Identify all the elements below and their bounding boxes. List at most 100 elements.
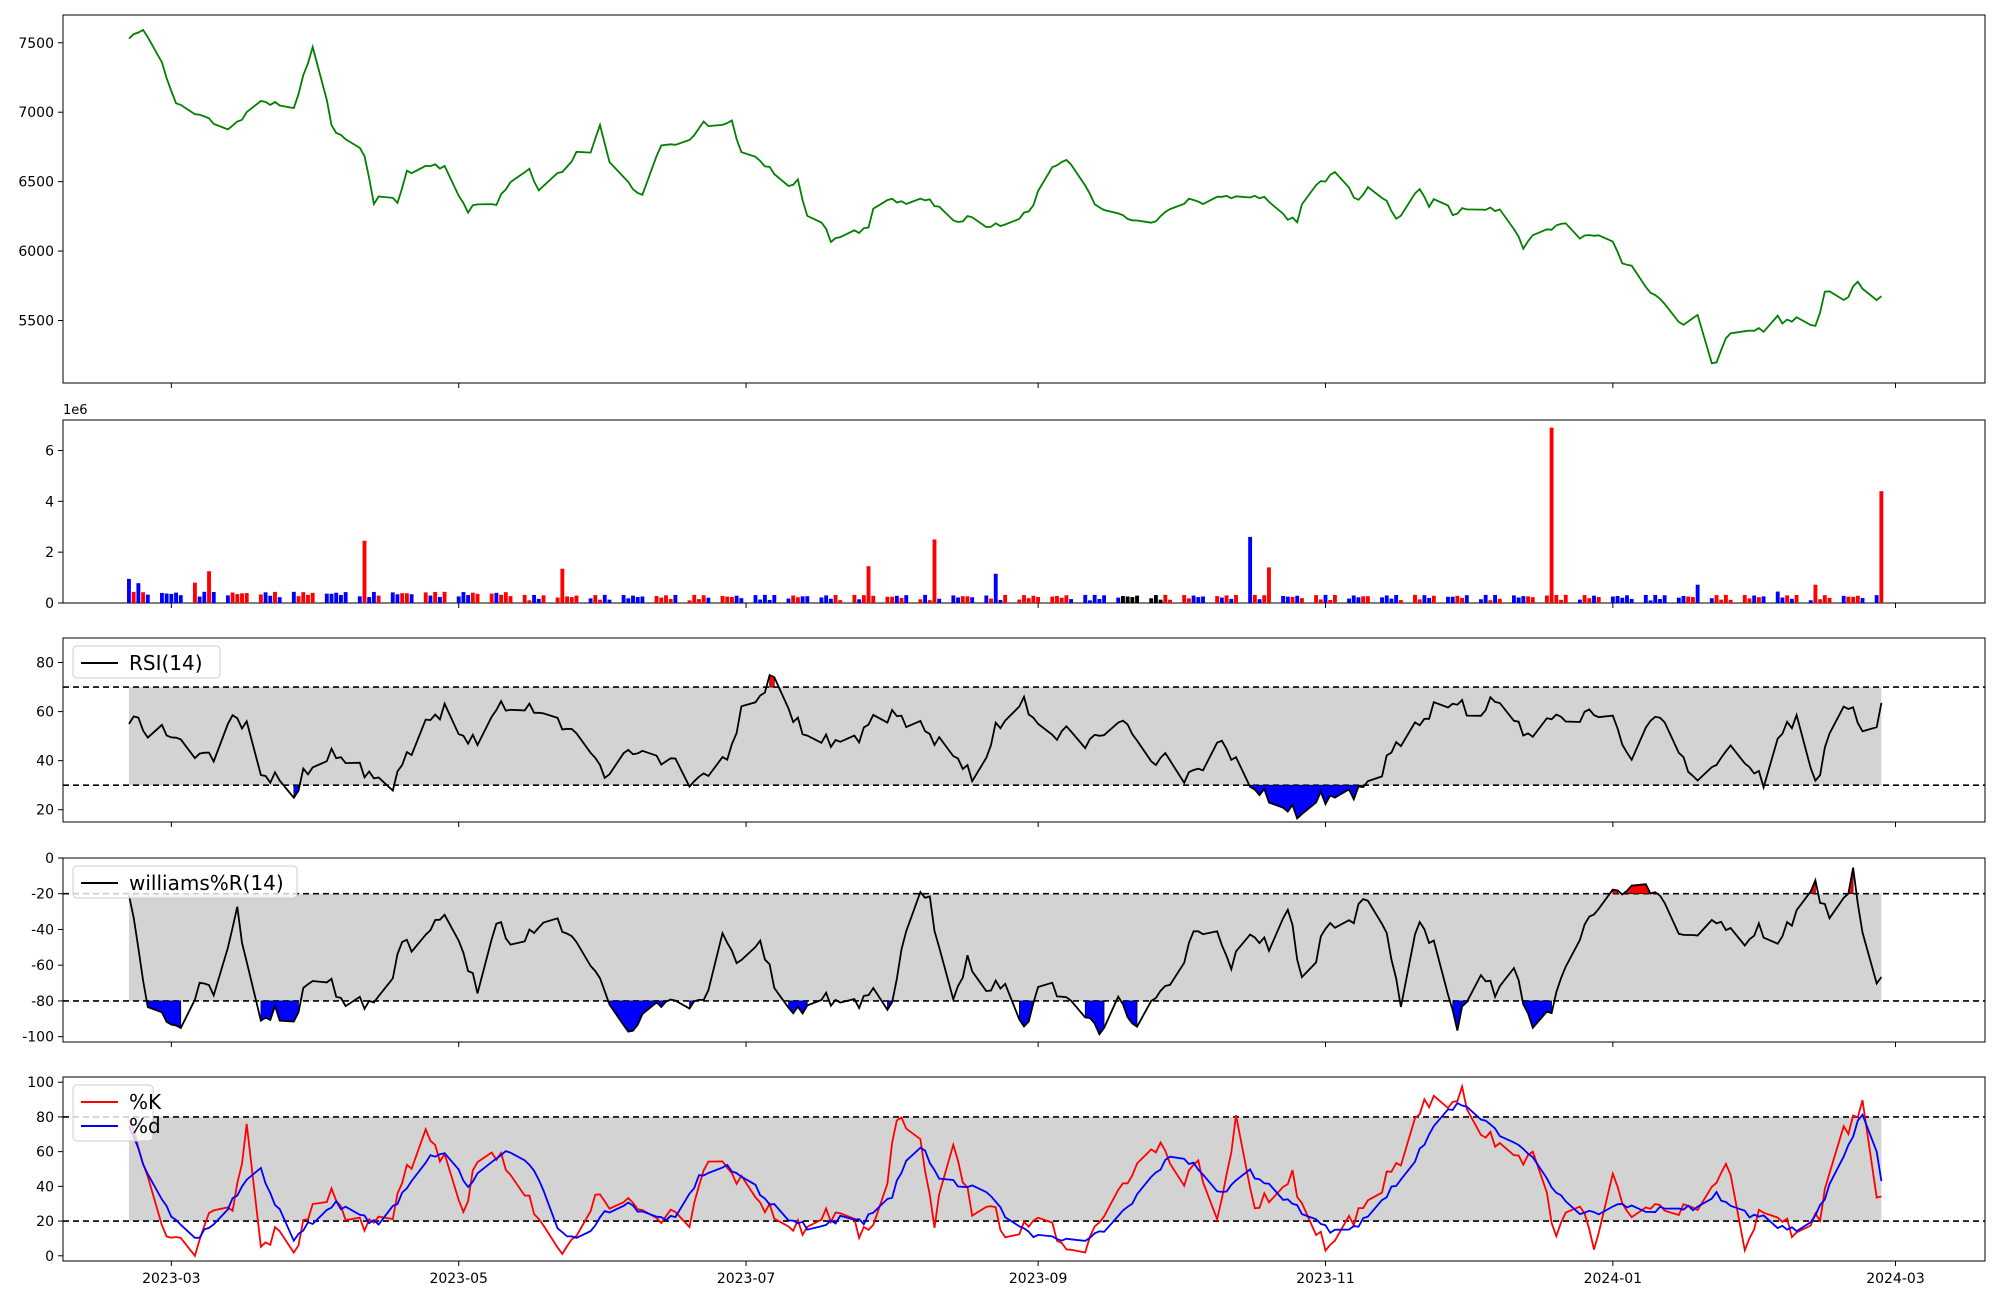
- volume-ytick-label: 4: [45, 494, 54, 510]
- williams-line: [128, 867, 1883, 1036]
- volume-bar: [1879, 491, 1884, 603]
- volume-bar: [861, 595, 866, 603]
- volume-bar: [786, 598, 791, 603]
- volume-bar: [1841, 595, 1846, 603]
- volume-bar: [230, 592, 235, 603]
- volume-bar: [1097, 598, 1102, 603]
- volume-bar: [1088, 600, 1092, 603]
- volume-bar: [499, 594, 504, 603]
- volume-bar: [1234, 594, 1238, 603]
- volume-bar: [1257, 599, 1262, 603]
- volume-bar: [240, 593, 244, 603]
- volume-bar: [885, 596, 890, 603]
- volume-bar: [857, 599, 862, 603]
- volume-bar: [1488, 600, 1493, 603]
- rsi-line: [128, 673, 1883, 820]
- volume-bar: [400, 593, 405, 603]
- volume-offset-label: 1e6: [63, 403, 88, 418]
- volume-bar: [1196, 597, 1201, 603]
- volume-bar: [1158, 599, 1163, 603]
- volume-bar: [1691, 597, 1695, 603]
- volume-bar: [1719, 599, 1724, 603]
- volume-bar: [404, 593, 409, 603]
- volume-bar: [1394, 594, 1399, 603]
- volume-bar: [343, 592, 348, 603]
- volume-bar: [989, 598, 993, 603]
- volume-bar: [1563, 594, 1568, 603]
- volume-bar: [607, 599, 612, 603]
- volume-bar: [1182, 595, 1187, 603]
- volume-bar: [1794, 594, 1799, 603]
- volume-bar: [1022, 595, 1026, 603]
- volume-bar: [1483, 594, 1488, 603]
- volume-bar: [833, 594, 838, 603]
- volume-bar: [1163, 594, 1168, 603]
- stoch-ytick-label: 20: [36, 1214, 54, 1230]
- volume-bar: [1323, 594, 1328, 603]
- volume-bar: [1728, 599, 1733, 603]
- volume-bar: [1191, 595, 1196, 603]
- volume-bar: [508, 596, 513, 603]
- volume-bar: [141, 592, 146, 603]
- volume-bar: [998, 599, 1003, 603]
- volume-bar: [560, 568, 565, 603]
- volume-bar: [1780, 597, 1785, 603]
- volume-bar: [1695, 584, 1700, 603]
- stoch-k-line: [128, 1082, 1882, 1258]
- rsi-ytick-label: 40: [36, 754, 54, 770]
- volume-bar: [1168, 599, 1172, 603]
- volume-bar: [207, 571, 211, 603]
- stoch-ytick-label: 80: [36, 1110, 54, 1126]
- volume-bar: [1662, 595, 1667, 603]
- williams-ytick-label: -60: [31, 958, 54, 974]
- volume-bar: [1083, 594, 1088, 603]
- volume-bar: [1455, 595, 1460, 603]
- volume-bar: [1186, 598, 1191, 603]
- volume-bar: [1285, 596, 1290, 603]
- volume-bar: [1723, 594, 1728, 603]
- volume-bar: [1742, 595, 1747, 603]
- volume-bar: [767, 599, 772, 603]
- volume-bar: [192, 582, 197, 603]
- volume-bar: [1026, 598, 1031, 603]
- volume-bar: [1318, 599, 1323, 603]
- volume-bar: [489, 593, 494, 603]
- volume-bar: [960, 596, 965, 603]
- volume-bar: [1295, 595, 1300, 603]
- volume-bar: [169, 593, 174, 603]
- volume-bar: [1530, 597, 1535, 603]
- volume-bar: [758, 599, 763, 603]
- volume-ytick-label: 0: [45, 596, 54, 612]
- volume-bar: [1389, 598, 1394, 603]
- volume-bar: [701, 595, 706, 603]
- volume-bar: [1120, 596, 1125, 603]
- volume-bar: [1398, 600, 1403, 603]
- volume-bar: [729, 596, 734, 603]
- volume-bar: [244, 593, 249, 603]
- volume-bar: [1116, 597, 1121, 603]
- volume-bar: [131, 591, 136, 603]
- volume-bar: [541, 595, 546, 603]
- volume-bar: [268, 595, 273, 603]
- volume-frame: [62, 419, 1986, 604]
- volume-bar: [1153, 595, 1158, 603]
- volume-bar: [635, 597, 640, 603]
- volume-bar: [362, 540, 367, 603]
- stoch-ytick-label: 0: [45, 1249, 54, 1265]
- williams-frame: [62, 857, 1986, 1043]
- volume-bar: [1102, 595, 1107, 603]
- volume-bar: [174, 592, 178, 603]
- williams-ytick-label: -80: [31, 994, 54, 1010]
- volume-bar: [1860, 598, 1865, 603]
- volume-bar: [866, 566, 871, 603]
- volume-bar: [918, 599, 923, 603]
- volume-bar: [673, 594, 678, 603]
- williams-ytick-label: -20: [31, 887, 54, 903]
- volume-bar: [409, 594, 414, 603]
- volume-bar: [1215, 596, 1220, 603]
- volume-bar: [1031, 595, 1036, 603]
- volume-bar: [1827, 597, 1832, 603]
- volume-bar: [1785, 595, 1790, 603]
- volume-bar: [1219, 597, 1224, 603]
